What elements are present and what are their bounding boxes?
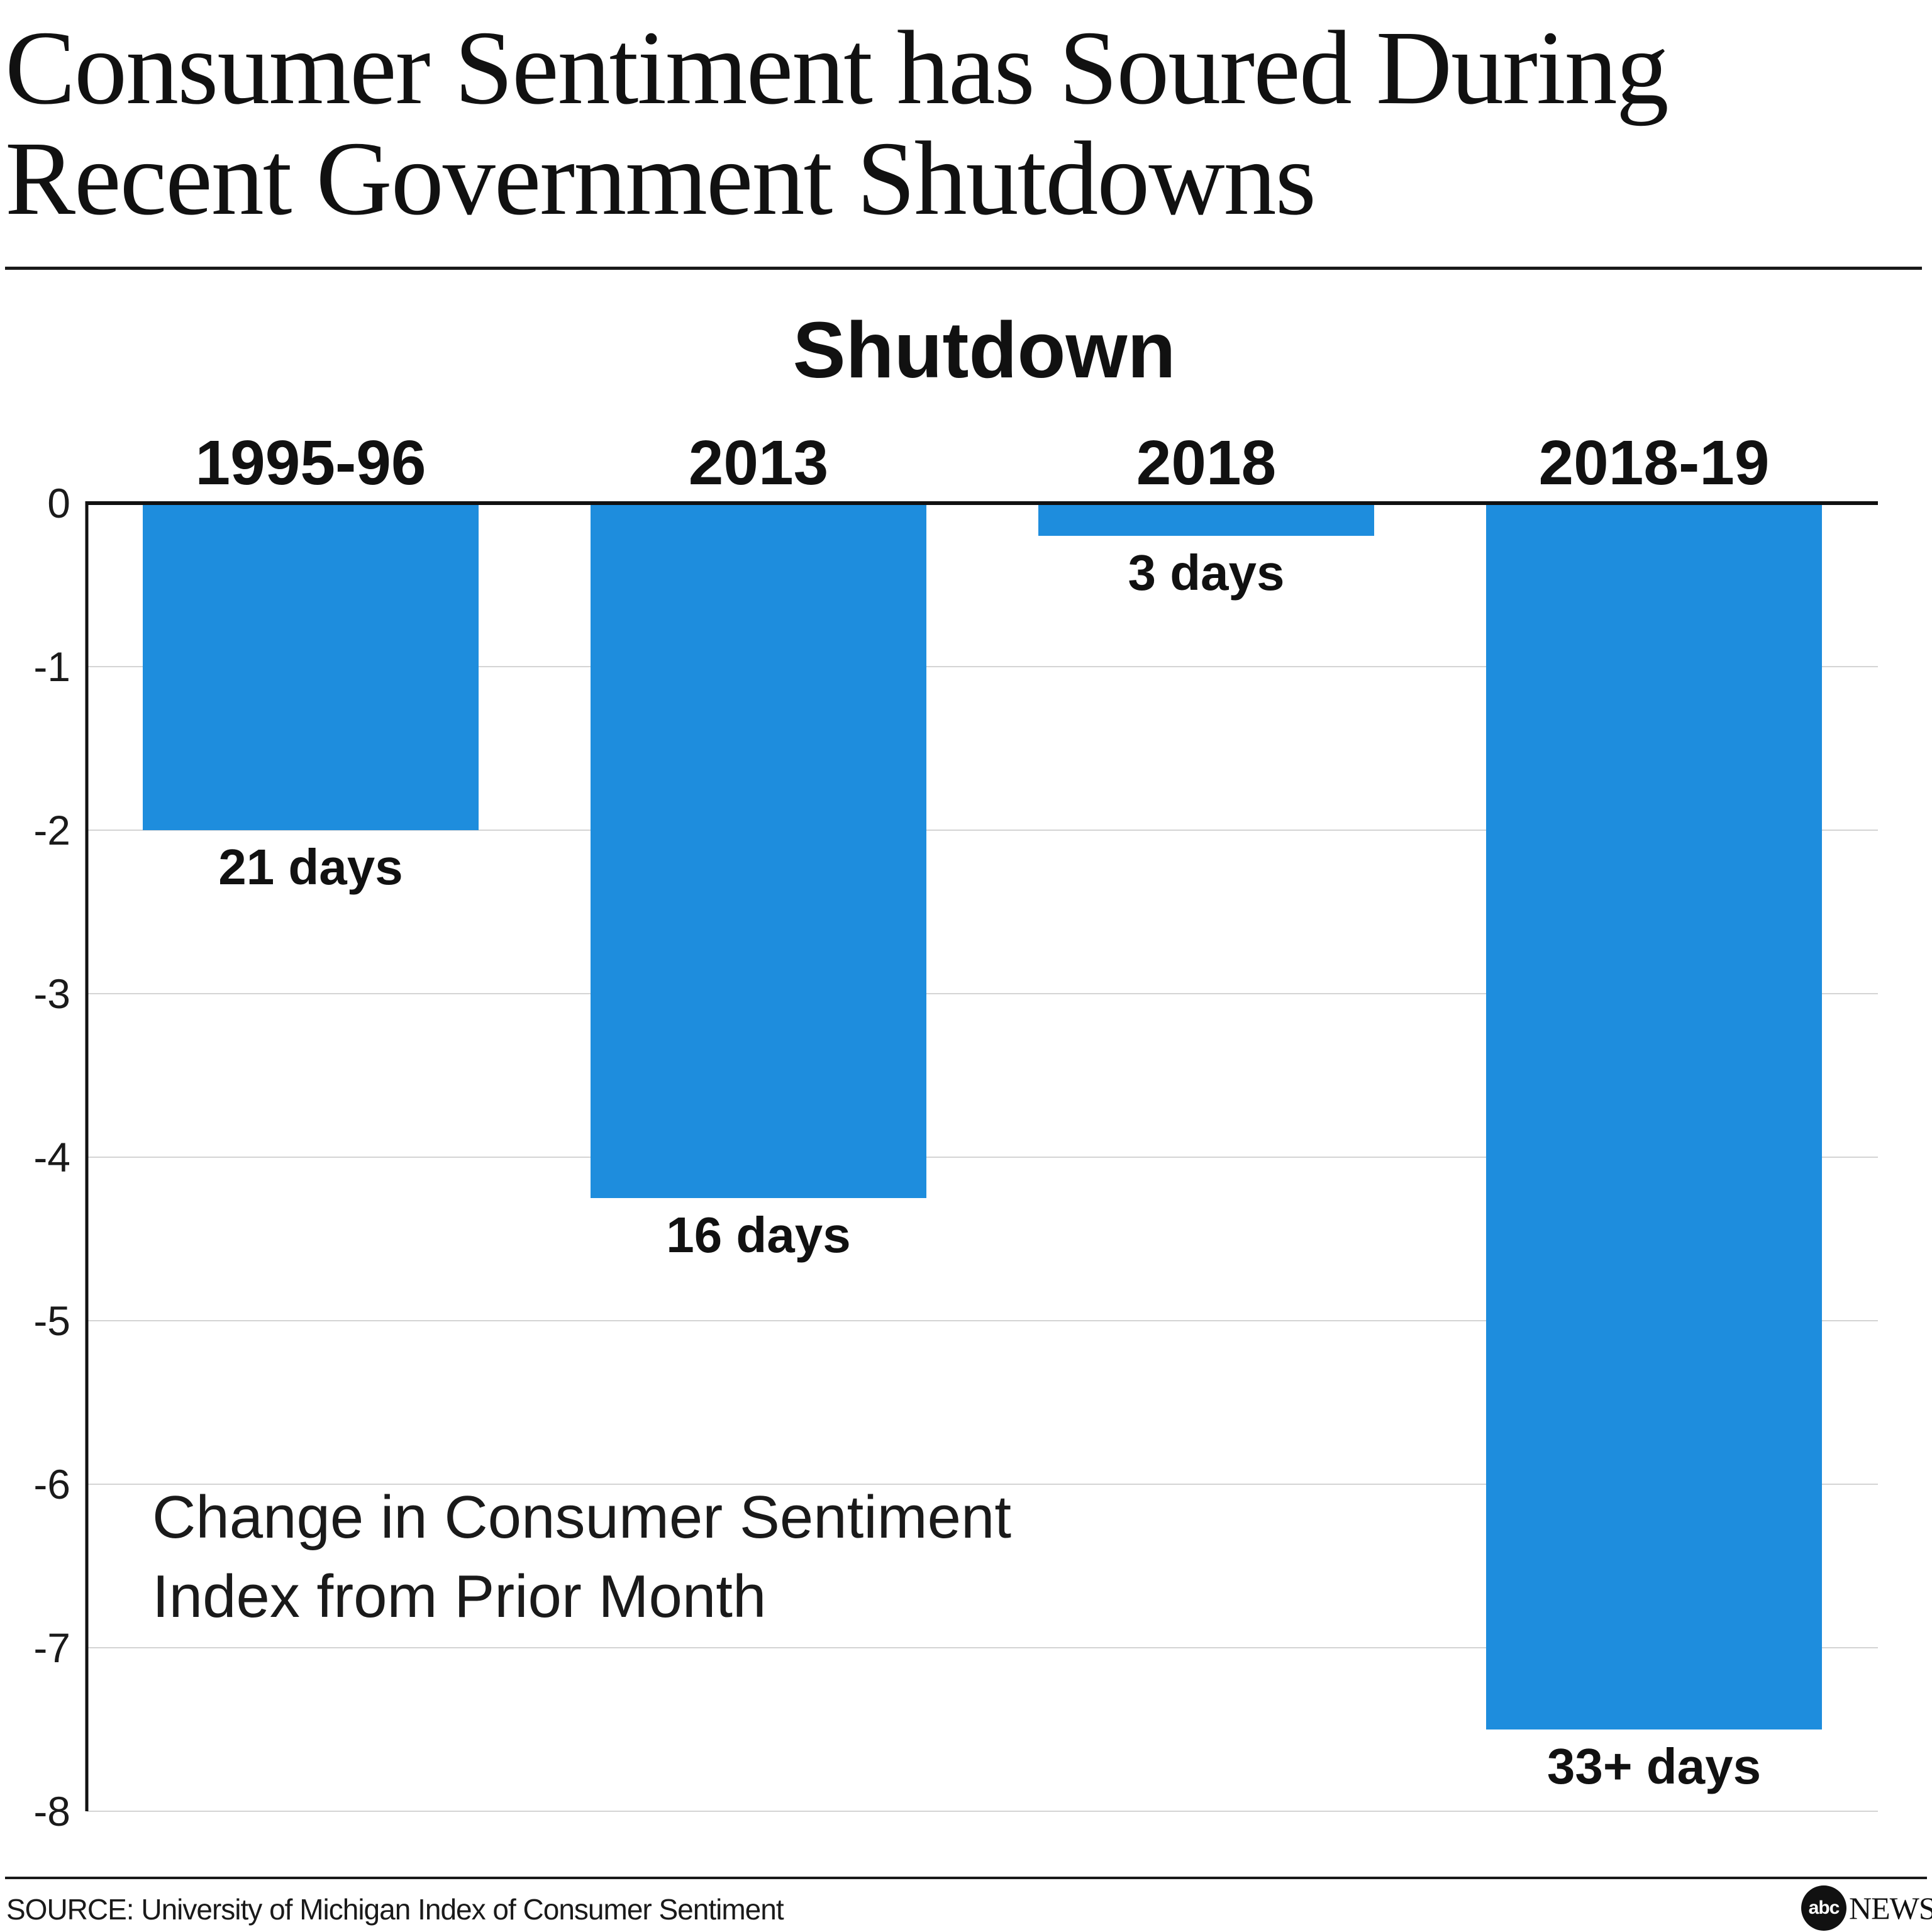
abc-logo-mark: abc <box>1801 1885 1846 1931</box>
bar <box>591 503 926 1198</box>
y-tick-label: -3 <box>33 970 70 1017</box>
headline-line-2: Recent Government Shutdowns <box>5 120 1316 237</box>
chart-title: Shutdown <box>793 306 1176 394</box>
y-tick-label: -7 <box>33 1624 70 1671</box>
bars <box>143 503 1822 1729</box>
news-wordmark: NEWS <box>1849 1890 1932 1926</box>
abc-news-logo: abc NEWS <box>1801 1885 1932 1931</box>
y-tick-label: -5 <box>33 1297 70 1344</box>
y-tick-label: -4 <box>33 1134 70 1180</box>
category-label: 2018 <box>1136 428 1276 498</box>
y-tick-label: -8 <box>33 1788 70 1835</box>
headline-line-1: Consumer Sentiment has Soured During <box>5 9 1669 126</box>
bar-chart: Shutdown 0 -1 -2 -3 -4 -5 -6 -7 -8 1995-96 21 days… <box>33 306 1878 1835</box>
category-label: 2018-19 <box>1539 428 1770 498</box>
bar <box>1486 503 1822 1729</box>
data-label: 16 days <box>666 1207 851 1263</box>
data-label: 33+ days <box>1547 1738 1761 1794</box>
data-label: 3 days <box>1128 545 1284 601</box>
source-note: SOURCE: University of Michigan Index of … <box>6 1893 784 1926</box>
y-tick-label: -6 <box>33 1461 70 1507</box>
y-axis-annotation-line-2: Index from Prior Month <box>152 1563 766 1630</box>
top-divider <box>5 267 1922 270</box>
y-tick-label: -2 <box>33 807 70 853</box>
bottom-divider <box>5 1877 1927 1879</box>
category-label: 1995-96 <box>196 428 426 498</box>
headline: Consumer Sentiment has Soured During Rec… <box>5 13 1892 234</box>
y-axis-annotation-line-1: Change in Consumer Sentiment <box>152 1484 1011 1551</box>
bar <box>143 503 479 830</box>
category-label: 2013 <box>689 428 828 498</box>
data-label: 21 days <box>218 839 403 895</box>
labels: 0 -1 -2 -3 -4 -5 -6 -7 -8 1995-96 21 days 2013 16 da… <box>33 428 1769 1835</box>
axes <box>85 501 1878 1811</box>
y-tick-label: -1 <box>33 643 70 690</box>
bar <box>1038 503 1374 536</box>
y-tick-label: 0 <box>47 480 70 526</box>
